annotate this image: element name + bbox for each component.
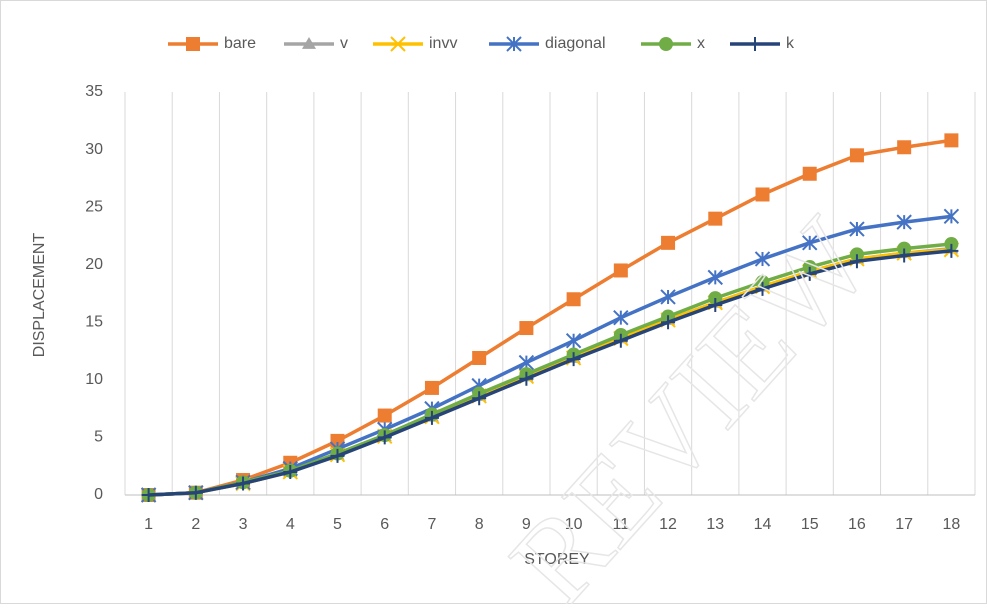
- y-tick-label: 0: [94, 486, 103, 503]
- y-tick-label: 10: [85, 371, 103, 388]
- y-tick-label: 25: [85, 198, 103, 215]
- x-tick-label: 14: [754, 516, 772, 533]
- marker: [708, 211, 723, 226]
- marker: [661, 315, 676, 330]
- x-tick-label: 11: [613, 516, 630, 533]
- marker: [802, 266, 817, 281]
- y-tick-label: 5: [94, 429, 103, 446]
- marker: [565, 333, 582, 349]
- legend-marker: [390, 36, 406, 52]
- legend-marker: [659, 37, 673, 51]
- marker: [707, 269, 723, 286]
- marker: [519, 371, 534, 386]
- x-tick-label: 12: [659, 516, 677, 533]
- legend-label: bare: [224, 35, 256, 52]
- marker: [660, 289, 676, 305]
- marker: [566, 292, 581, 307]
- legend-marker: [748, 37, 762, 51]
- marker: [708, 298, 723, 313]
- x-tick-label: 5: [333, 516, 342, 533]
- x-tick-label: 10: [565, 516, 583, 533]
- legend-label: invv: [429, 35, 457, 52]
- marker: [472, 391, 487, 406]
- x-tick-label: 13: [706, 516, 724, 533]
- series-line: [148, 138, 952, 497]
- x-tick-label: 16: [848, 516, 866, 533]
- plot-area: 1 2 3 4 5 6 7 8 9 10 11 12 13 14 15 16 17 180510152025303…: [85, 83, 976, 533]
- legend-label: x: [697, 35, 705, 52]
- x-tick-label: 6: [380, 516, 389, 533]
- marker: [849, 254, 864, 269]
- marker: [613, 333, 628, 348]
- x-tick-label: 2: [191, 516, 200, 533]
- marker: [613, 263, 628, 278]
- marker: [754, 251, 771, 267]
- marker: [802, 235, 818, 251]
- series-line: [148, 214, 952, 497]
- x-tick-label: 9: [522, 516, 531, 533]
- x-tick-label: 17: [895, 516, 913, 533]
- x-tick-label: 18: [942, 516, 960, 533]
- marker: [377, 408, 392, 423]
- marker: [897, 140, 912, 155]
- legend-label: v: [340, 35, 348, 52]
- y-tick-label: 30: [85, 141, 103, 158]
- marker: [519, 321, 534, 336]
- marker: [236, 476, 251, 491]
- marker: [141, 488, 156, 502]
- series-line: [148, 249, 952, 497]
- y-tick-label: 35: [85, 83, 103, 100]
- marker: [424, 380, 439, 395]
- y-tick-label: 20: [85, 256, 103, 273]
- x-axis-title: STOREY: [524, 551, 590, 568]
- legend-label: diagonal: [545, 35, 606, 52]
- marker: [897, 248, 912, 263]
- marker: [188, 485, 203, 500]
- y-tick-label: 15: [85, 314, 103, 331]
- marker: [802, 166, 817, 181]
- marker: [896, 214, 912, 230]
- marker: [849, 148, 864, 163]
- x-tick-label: 3: [239, 516, 248, 533]
- marker: [944, 133, 959, 148]
- x-tick-label: 4: [286, 516, 295, 533]
- marker: [613, 309, 629, 326]
- marker: [755, 281, 770, 296]
- legend-marker: [506, 36, 522, 52]
- legend-marker: [186, 37, 200, 51]
- marker: [424, 410, 439, 425]
- legend-marker: [302, 37, 316, 49]
- marker: [283, 464, 298, 479]
- x-tick-label: 8: [475, 516, 484, 533]
- marker: [330, 448, 345, 463]
- y-axis-title: DISPLACEMENT: [31, 233, 48, 358]
- marker: [849, 221, 865, 237]
- marker: [377, 430, 392, 445]
- marker: [944, 243, 959, 258]
- x-tick-label: 1: [144, 516, 153, 533]
- x-tick-label: 15: [801, 516, 819, 533]
- marker: [566, 352, 581, 367]
- marker: [661, 235, 676, 250]
- marker: [943, 208, 960, 225]
- x-tick-label: 7: [427, 516, 436, 533]
- marker: [755, 187, 770, 202]
- legend-label: k: [786, 35, 795, 52]
- marker: [472, 350, 487, 365]
